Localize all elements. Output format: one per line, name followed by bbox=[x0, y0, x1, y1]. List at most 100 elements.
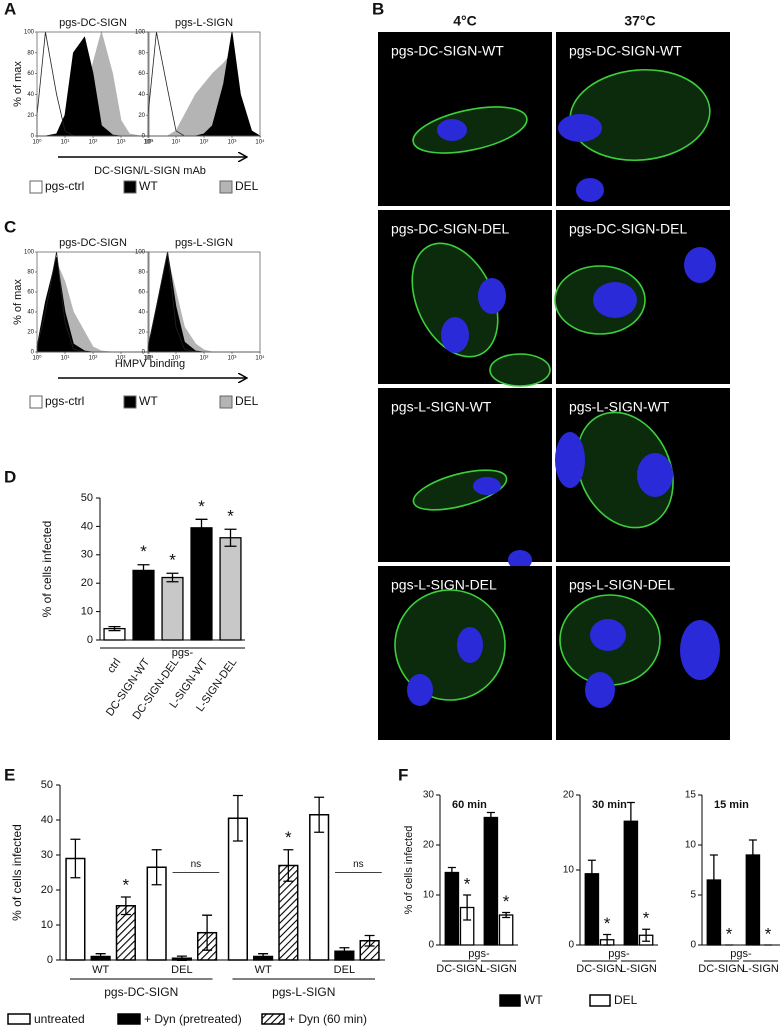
group-label: pgs- bbox=[608, 948, 630, 960]
micrograph-label: pgs-DC-SIGN-WT bbox=[391, 43, 504, 59]
x-tick-label: 10² bbox=[200, 356, 209, 362]
panel-label: F bbox=[398, 765, 408, 784]
comparison-label: ns bbox=[191, 859, 202, 870]
x-tick-label: DC-SIGN bbox=[698, 963, 745, 975]
y-tick-label: 0 bbox=[690, 940, 696, 951]
significance-star: * bbox=[285, 828, 292, 847]
legend-label: DEL bbox=[235, 179, 259, 193]
y-tick-label: 0 bbox=[47, 954, 53, 966]
column-header: 4°C bbox=[453, 13, 477, 29]
x-tick-label: L-SIGN bbox=[620, 963, 657, 975]
significance-star: * bbox=[726, 924, 733, 943]
error-bar bbox=[339, 947, 350, 956]
y-axis-label: % of cells infected bbox=[40, 521, 54, 618]
legend-swatch bbox=[499, 994, 521, 1007]
panel-label: E bbox=[4, 765, 15, 784]
x-tick-label: 10³ bbox=[117, 356, 126, 362]
error-bar bbox=[463, 894, 472, 921]
y-tick-label: 40 bbox=[138, 310, 145, 316]
y-tick-label: 100 bbox=[135, 250, 146, 256]
facet-title: pgs-L-SIGN bbox=[175, 17, 233, 29]
legend-label: + Dyn (60 min) bbox=[288, 1012, 367, 1026]
error-bar bbox=[364, 934, 375, 947]
panel-label: A bbox=[4, 0, 16, 18]
legend-label: DEL bbox=[614, 993, 638, 1007]
x-tick-label: ctrl bbox=[105, 657, 123, 676]
facet-title: pgs-L-SIGN bbox=[175, 237, 233, 249]
bar bbox=[132, 569, 155, 641]
column-header: 37°C bbox=[624, 13, 655, 29]
y-tick-label: 0 bbox=[142, 134, 146, 140]
significance-star: * bbox=[140, 542, 147, 561]
error-bar bbox=[137, 564, 150, 577]
y-tick-label: 30 bbox=[423, 790, 435, 801]
x-tick-label: 10² bbox=[89, 140, 98, 146]
error-bar bbox=[603, 933, 612, 946]
error-bar bbox=[283, 849, 294, 882]
bar bbox=[309, 814, 330, 961]
x-tick-label: 10⁴ bbox=[144, 355, 154, 362]
error-bar bbox=[202, 914, 213, 951]
x-tick-label: 10¹ bbox=[172, 356, 181, 362]
y-tick-label: 60 bbox=[138, 290, 145, 296]
significance-star: * bbox=[198, 497, 205, 516]
bar bbox=[483, 816, 499, 946]
y-tick-label: 0 bbox=[142, 350, 146, 356]
legend-label: DEL bbox=[235, 394, 259, 408]
y-tick-label: 0 bbox=[428, 940, 434, 951]
error-bar bbox=[108, 626, 121, 632]
x-tick-label: L-SIGN bbox=[480, 963, 517, 975]
nucleus bbox=[473, 477, 501, 495]
nucleus bbox=[590, 619, 626, 651]
nucleus bbox=[637, 453, 673, 497]
y-axis-label: % of cells infected bbox=[403, 826, 415, 915]
legend-swatch bbox=[261, 1013, 285, 1025]
x-tick-label: 10² bbox=[89, 356, 98, 362]
y-tick-label: 80 bbox=[27, 50, 34, 56]
bar bbox=[498, 914, 514, 946]
nucleus bbox=[407, 674, 433, 706]
y-tick-label: 60 bbox=[27, 290, 34, 296]
error-bar bbox=[486, 811, 495, 824]
x-tick-label: WT bbox=[255, 964, 272, 976]
y-tick-label: 20 bbox=[27, 330, 34, 336]
error-bar bbox=[176, 955, 187, 961]
significance-star: * bbox=[123, 875, 130, 894]
nucleus bbox=[576, 178, 604, 202]
histogram-curve bbox=[37, 36, 149, 137]
x-tick-label: 10¹ bbox=[61, 356, 70, 362]
facet-title: 60 min bbox=[452, 799, 487, 811]
y-tick-label: 10 bbox=[41, 919, 53, 931]
x-tick-label: DC-SIGN bbox=[576, 963, 623, 975]
error-bar bbox=[502, 911, 511, 919]
y-tick-label: 50 bbox=[81, 492, 93, 504]
nucleus bbox=[478, 278, 506, 314]
error-bar bbox=[447, 866, 456, 879]
comparison-label: ns bbox=[353, 859, 364, 870]
error-bar bbox=[748, 839, 757, 871]
error-bar bbox=[70, 838, 81, 879]
legend-label: + Dyn (pretreated) bbox=[144, 1012, 242, 1026]
significance-star: * bbox=[765, 924, 772, 943]
histogram-curve bbox=[36, 256, 149, 353]
facet-title: 15 min bbox=[714, 799, 749, 811]
x-tick-label: 10¹ bbox=[61, 140, 70, 146]
error-bar bbox=[258, 953, 269, 960]
micrograph-label: pgs-DC-SIGN-WT bbox=[569, 43, 682, 59]
bar bbox=[190, 527, 213, 641]
x-tick-label: DEL bbox=[171, 964, 192, 976]
legend-swatch bbox=[29, 395, 43, 409]
micrograph-label: pgs-L-SIGN-WT bbox=[569, 399, 670, 415]
y-tick-label: 20 bbox=[138, 113, 145, 119]
x-tick-label: L-SIGN bbox=[742, 963, 779, 975]
y-tick-label: 40 bbox=[27, 92, 34, 98]
y-tick-label: 5 bbox=[690, 890, 696, 901]
x-tick-label: 10⁰ bbox=[143, 355, 153, 362]
nucleus bbox=[441, 317, 469, 353]
nucleus bbox=[684, 247, 716, 283]
significance-star: * bbox=[604, 914, 611, 933]
x-tick-label: 10⁰ bbox=[32, 139, 42, 146]
error-bar bbox=[314, 796, 325, 833]
y-axis-label: % of max bbox=[12, 279, 24, 325]
y-tick-label: 0 bbox=[568, 940, 574, 951]
